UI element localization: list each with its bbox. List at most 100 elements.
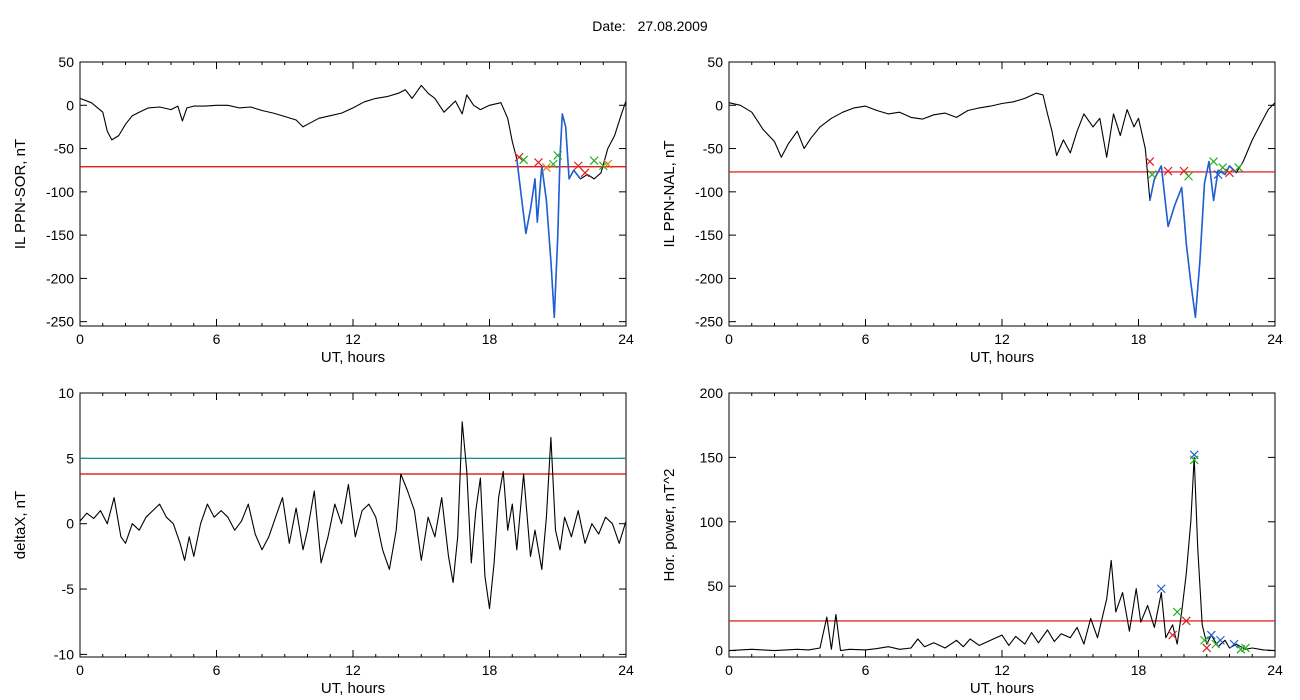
y-tick-label: -50 [703,141,723,157]
event-marker-red [573,161,583,171]
event-marker-red [1168,630,1178,640]
marker-stroke [519,155,529,165]
marker-stroke [1202,643,1212,653]
marker-stroke [1241,643,1250,653]
y-tick-label: 5 [66,450,74,466]
marker-stroke [1168,630,1178,640]
marker-stroke [541,163,551,173]
event-marker-orange [603,159,613,169]
marker-stroke [1184,171,1193,181]
y-tick-label: -10 [54,646,74,662]
event-marker-red [1225,168,1234,178]
series-line [79,421,627,610]
x-tick-label: 24 [618,331,634,347]
chart-power: 0 6 12 18 24 200 150 100 50 0 UT, hours Hor. power,… [661,385,1283,697]
y-tick-label: -150 [46,227,74,243]
chart-nal: 0 6 12 18 24 50 0 -50 -100 -150 -200 -250 UT, hours I… [661,54,1283,366]
y-tick-label: -200 [46,270,74,286]
marker-stroke [1189,455,1199,465]
event-marker-green [1209,157,1218,166]
y-tick-label: 0 [66,97,74,113]
y-tick-label: 150 [700,449,724,465]
event-marker-red [514,152,524,162]
x-tick-label: 12 [994,662,1010,678]
x-tick-label: 24 [1267,662,1283,678]
marker-stroke [580,168,590,178]
event-marker-green [519,155,529,165]
y-tick-label: 50 [58,54,74,70]
x-axis-label: UT, hours [321,349,385,366]
marker-stroke [573,161,583,171]
x-axis-label: UT, hours [970,680,1034,697]
y-tick-label: -250 [46,314,74,330]
series-line [728,456,1276,652]
series-line [79,84,627,318]
event-marker-blue [1229,639,1239,649]
date-value: 27.08.2009 [637,18,708,34]
y-tick-label: 0 [715,643,723,659]
marker-stroke [1200,635,1209,645]
event-marker-green [1189,455,1199,465]
event-marker-green [553,151,563,160]
marker-stroke [1218,163,1228,173]
y-tick-label: -150 [695,227,723,243]
marker-stroke [1145,157,1155,166]
x-tick-label: 0 [76,662,84,678]
event-marker-blue [1213,170,1223,179]
marker-stroke [1147,170,1157,179]
page-title: Date: 27.08.2009 [0,18,1300,34]
x-tick-label: 18 [1131,662,1147,678]
y-tick-label: -5 [62,581,75,597]
x-tick-label: 6 [862,331,870,347]
marker-stroke [548,159,558,169]
event-marker-green [598,161,608,171]
y-tick-label: 50 [707,54,723,70]
y-tick-label: -250 [695,314,723,330]
marker-stroke [1156,584,1166,594]
marker-stroke [1179,166,1189,176]
x-tick-label: 0 [725,331,733,347]
y-axis-label: IL PPN-SOR, nT [12,139,29,249]
x-tick-label: 6 [213,331,221,347]
event-marker-green [1147,170,1157,179]
marker-stroke [598,161,608,171]
event-marker-green [589,156,599,166]
event-marker-blue [1156,584,1166,594]
series-highlight [1149,160,1237,319]
x-tick-label: 12 [345,331,361,347]
chart-deltax: 0 6 12 18 24 10 5 0 -5 -10 UT, hours deltaX, nT [12,385,634,697]
marker-stroke [1181,616,1191,626]
y-tick-label: 0 [715,97,723,113]
y-tick-label: -100 [46,184,74,200]
x-axis-label: UT, hours [970,349,1034,366]
event-marker-blue [1215,635,1225,645]
event-marker-green [548,159,558,169]
date-label: Date: [592,18,626,34]
event-marker-red [1163,166,1173,176]
x-tick-label: 18 [482,331,498,347]
x-axis-label: UT, hours [321,680,385,697]
y-tick-label: 200 [700,385,724,401]
event-marker-blue [1206,630,1216,640]
marker-stroke [1163,166,1173,176]
x-tick-label: 24 [618,662,634,678]
marker-stroke [1209,157,1218,166]
x-tick-label: 18 [1131,331,1147,347]
event-marker-red [1145,157,1155,166]
y-axis-label: IL PPN-NAL, nT [661,141,678,248]
event-marker-green [1218,163,1228,173]
marker-stroke [1172,607,1182,617]
y-tick-label: -100 [695,184,723,200]
y-tick-label: -50 [54,141,74,157]
y-tick-label: 50 [707,578,723,594]
series-line [728,92,1276,318]
event-marker-red [580,168,590,178]
marker-stroke [1234,163,1244,173]
event-marker-red [533,157,543,167]
marker-stroke [533,157,543,167]
marker-stroke [553,151,563,160]
event-marker-green [1241,643,1250,653]
x-tick-label: 24 [1267,331,1283,347]
y-tick-label: 10 [58,385,74,401]
